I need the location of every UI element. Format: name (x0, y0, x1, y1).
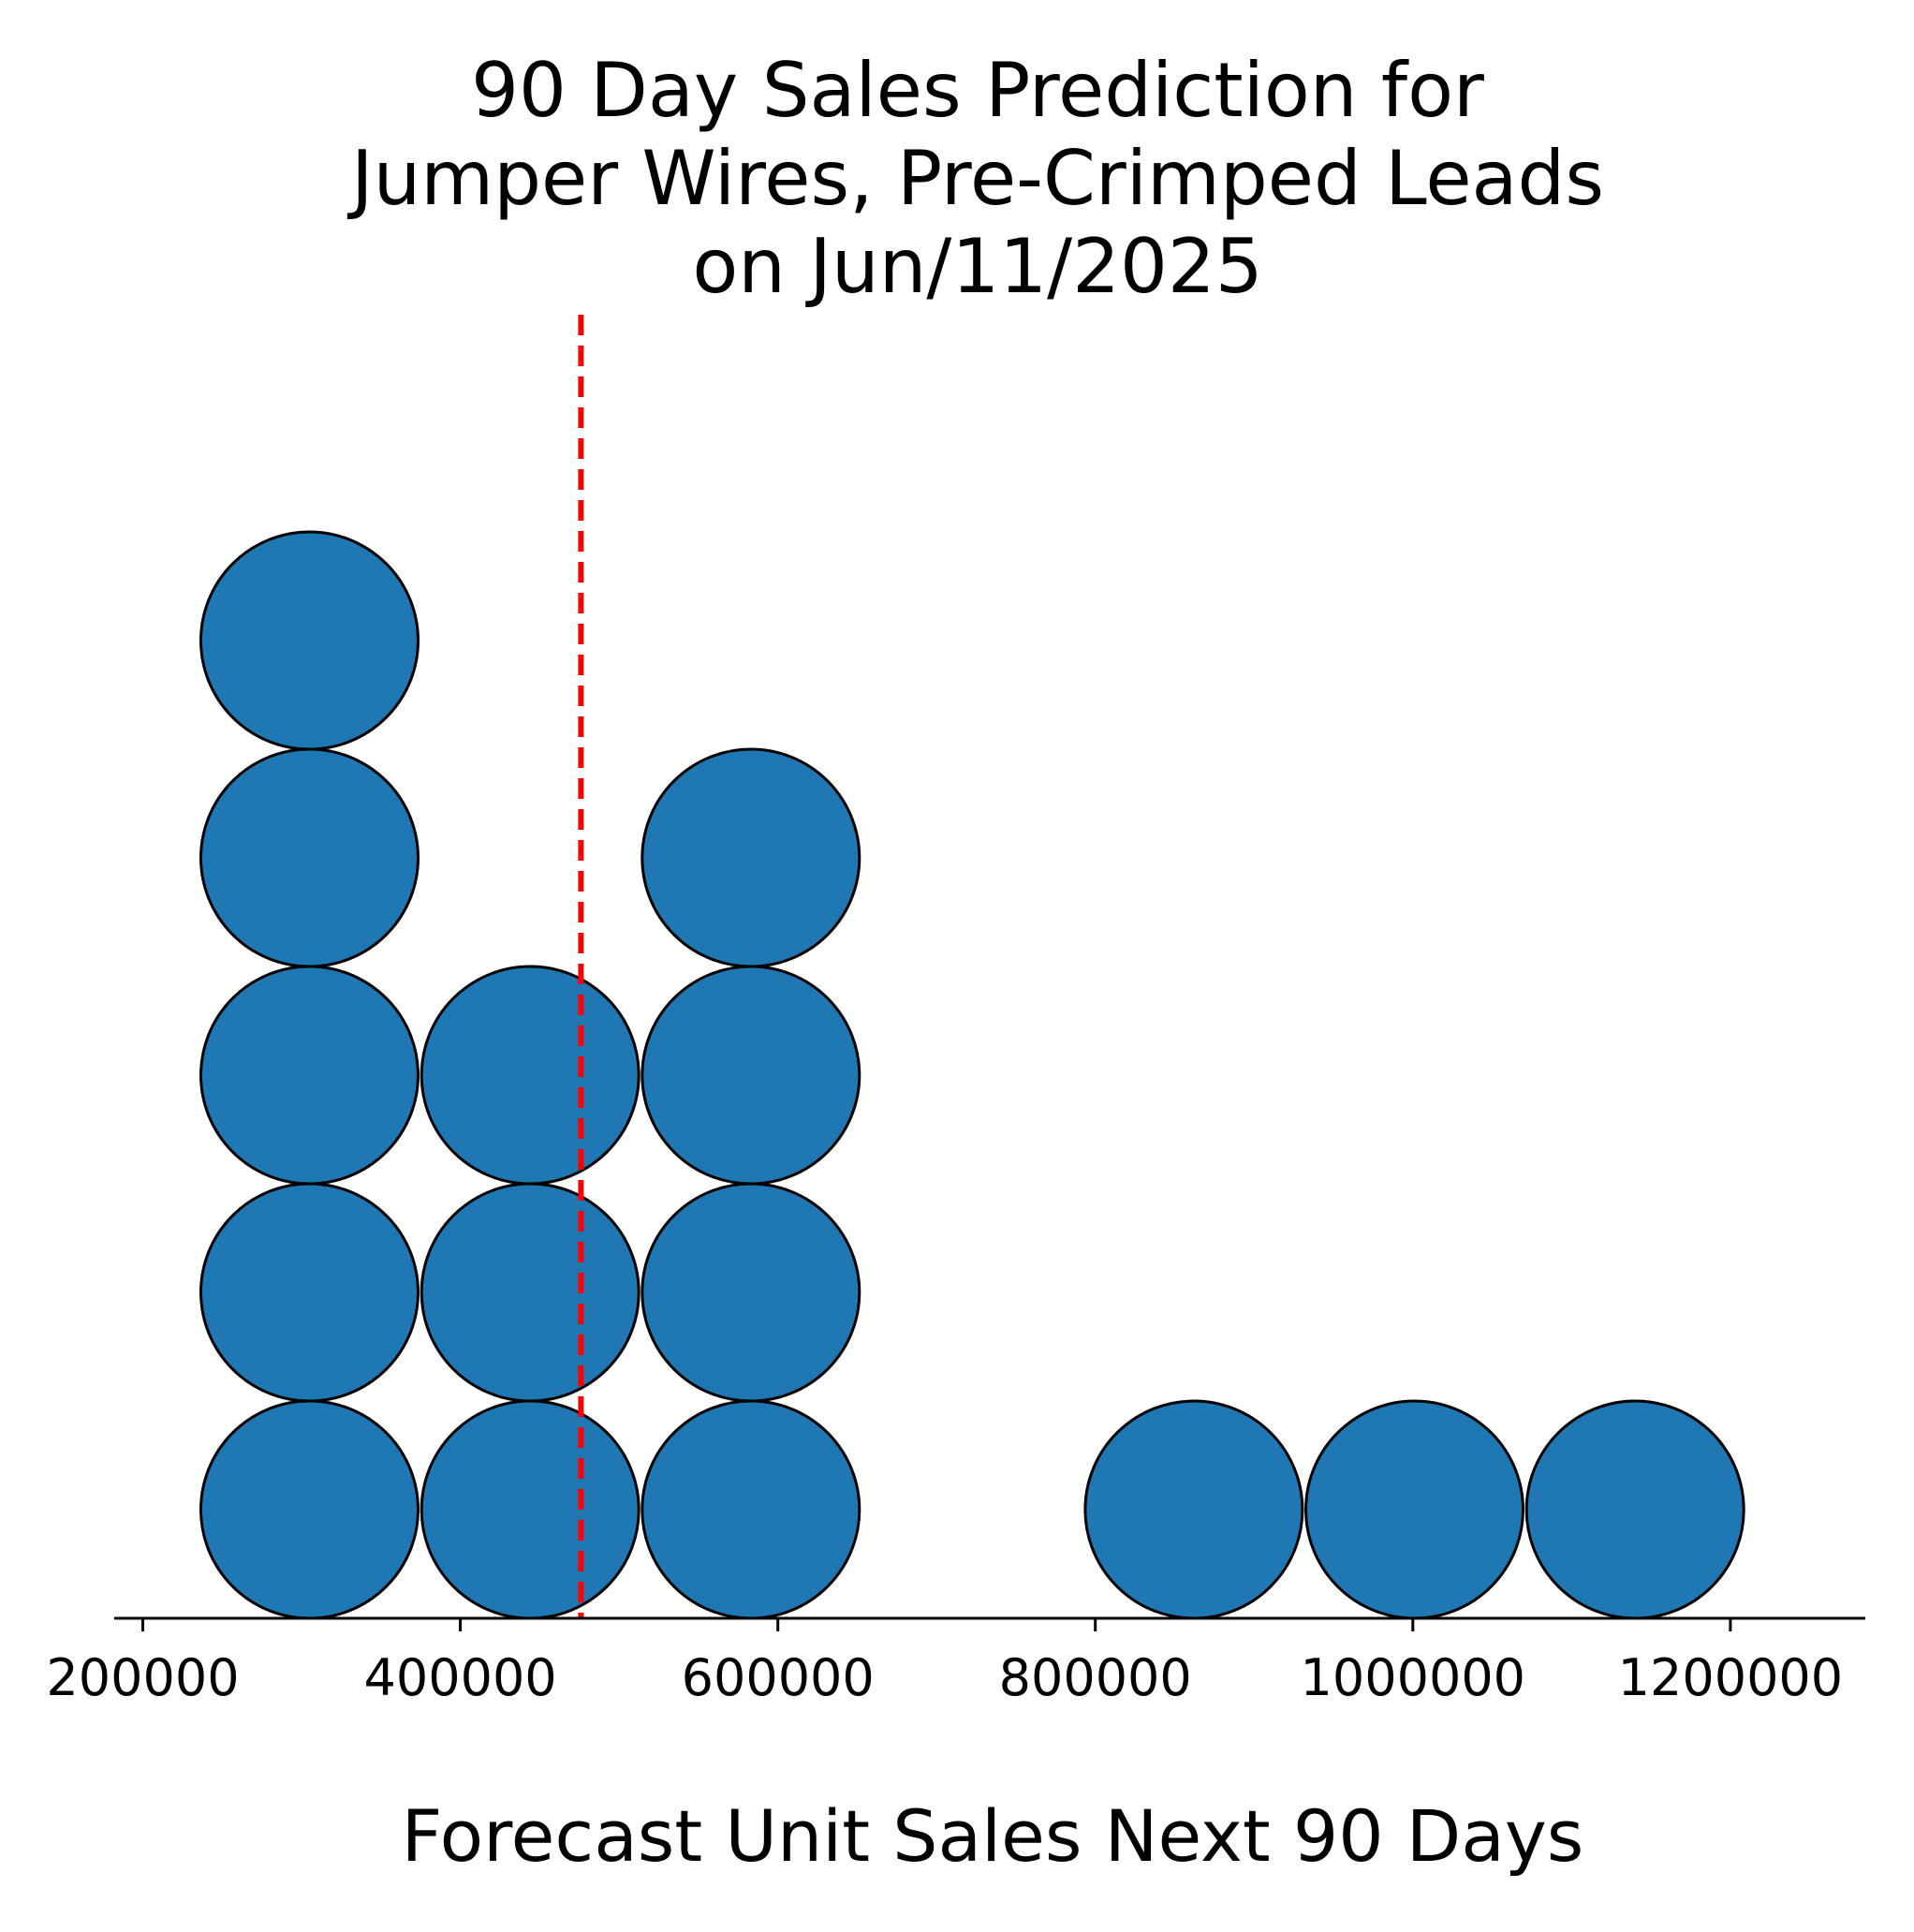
x-tick-label-3: 800000 (999, 1648, 1192, 1707)
dot-0-4 (199, 530, 420, 751)
x-tick-label-1: 400000 (364, 1648, 557, 1707)
x-tick-label-0: 200000 (46, 1648, 239, 1707)
dots-layer (199, 530, 1745, 1620)
dot-0-3 (199, 747, 420, 968)
x-tick-label-2: 600000 (682, 1648, 875, 1707)
dot-1-0 (420, 1399, 640, 1620)
dot-2-3 (640, 747, 861, 968)
dot-4-0 (1304, 1399, 1524, 1620)
dot-0-0 (199, 1399, 420, 1620)
x-tick-label-4: 1000000 (1301, 1648, 1526, 1707)
chart-title-line-3: on Jun/11/2025 (692, 223, 1262, 310)
chart-title-line-1: 90 Day Sales Prediction for (471, 47, 1484, 134)
dot-2-1 (640, 1182, 861, 1403)
dot-1-1 (420, 1182, 640, 1403)
dot-0-1 (199, 1182, 420, 1403)
x-axis-label: Forecast Unit Sales Next 90 Days (402, 1794, 1584, 1878)
dot-2-0 (640, 1399, 861, 1620)
chart-title: 90 Day Sales Prediction for Jumper Wires… (346, 47, 1604, 310)
dot-3-0 (1083, 1399, 1304, 1620)
dot-5-0 (1524, 1399, 1745, 1620)
x-tick-label-5: 1200000 (1618, 1648, 1844, 1707)
x-axis: 200000 400000 600000 800000 1000000 1200000 (46, 1616, 1865, 1707)
dot-2-2 (640, 965, 861, 1186)
dot-0-2 (199, 965, 420, 1186)
chart-title-line-2: Jumper Wires, Pre-Crimped Leads (346, 135, 1604, 222)
dot-1-2 (420, 965, 640, 1186)
